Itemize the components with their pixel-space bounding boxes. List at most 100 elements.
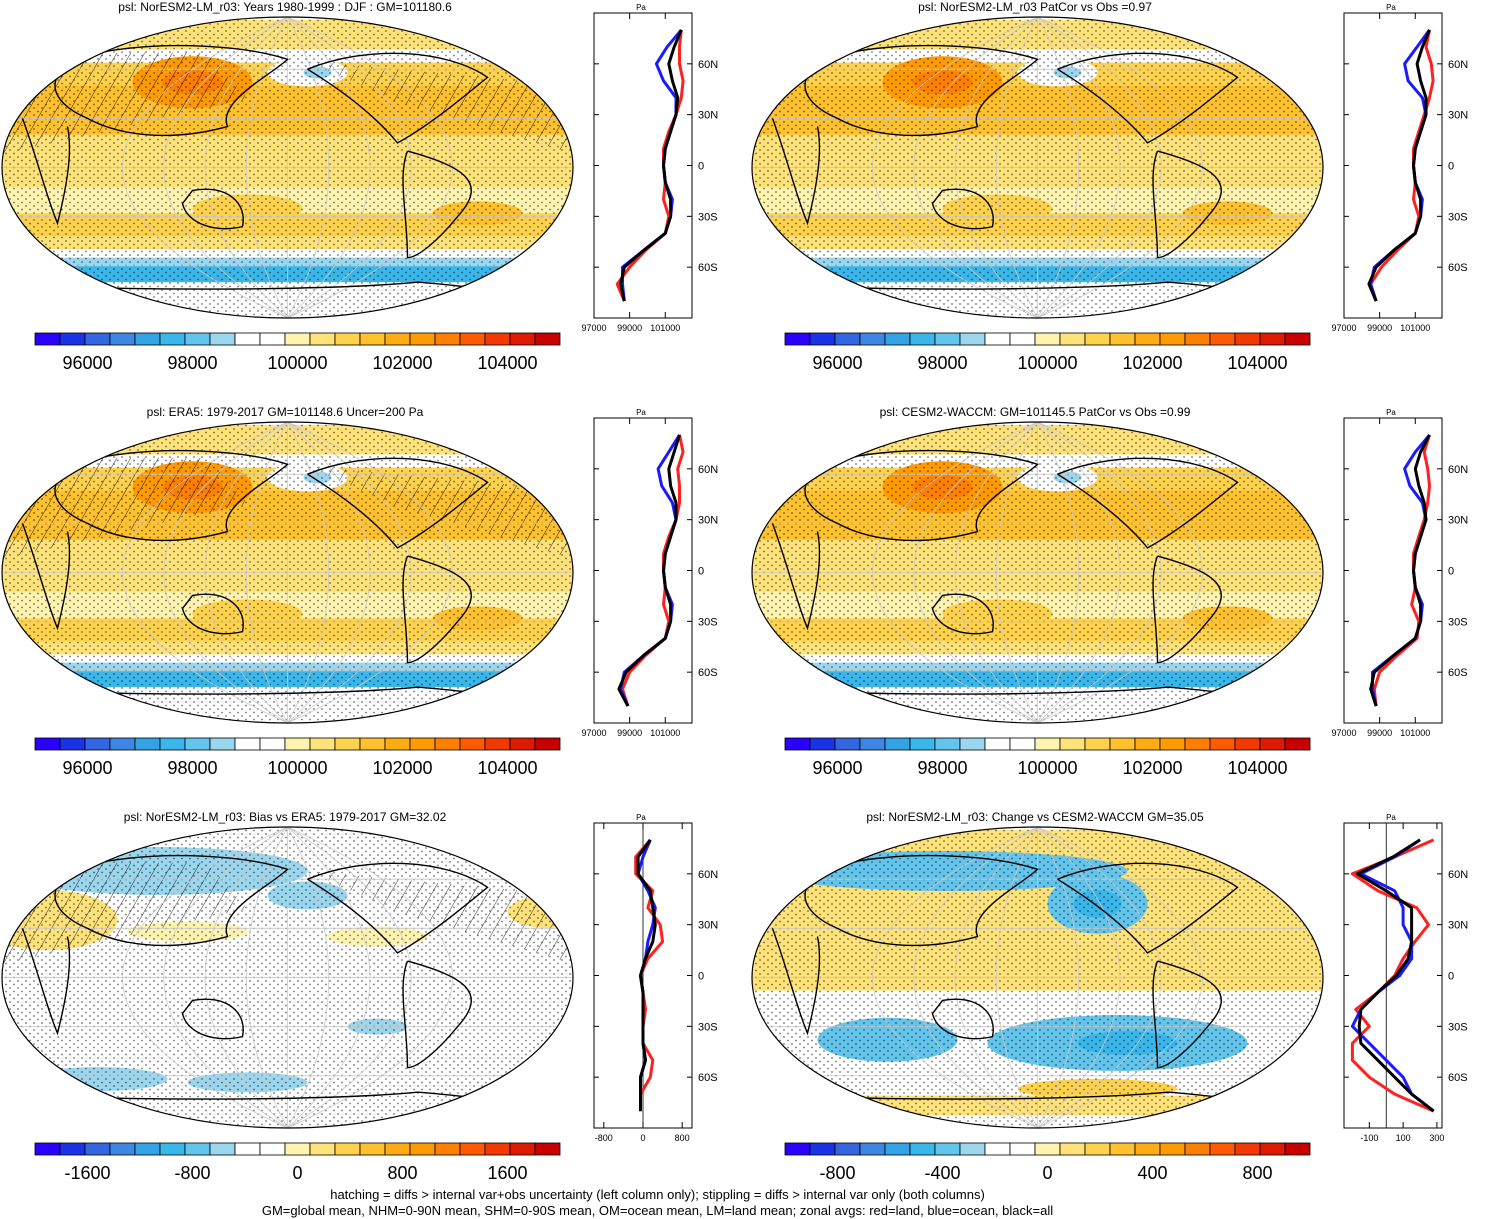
map-field xyxy=(2,17,573,318)
colorbar-label: 104000 xyxy=(477,758,537,778)
colorbar-swatch xyxy=(484,737,511,751)
zonal-ytick-label: 30N xyxy=(1448,515,1468,527)
world-map xyxy=(1,826,574,1129)
zonal-frame xyxy=(593,417,693,724)
panel-title: psl: CESM2-WACCM: GM=101145.5 PatCor vs … xyxy=(879,405,1191,419)
zonal-line-all xyxy=(1356,838,1435,1113)
colorbar-swatch xyxy=(809,1142,836,1156)
colorbar-swatch xyxy=(1284,737,1311,751)
zonal-unit-label: Pa xyxy=(636,408,646,417)
coastline xyxy=(402,960,472,1069)
colorbar: 96000 98000 100000 102000 104000 xyxy=(784,737,1311,778)
colorbar-swatch xyxy=(234,332,261,346)
colorbar-swatch xyxy=(784,737,811,751)
colorbar-swatch xyxy=(59,737,86,751)
colorbar-label: -400 xyxy=(924,1163,960,1183)
coastline xyxy=(931,998,994,1040)
colorbar-label: -1600 xyxy=(64,1163,110,1183)
colorbar-swatch xyxy=(459,737,486,751)
coastline xyxy=(1057,52,1239,144)
map-outline xyxy=(751,421,1324,724)
zonal-xtick-label: -100 xyxy=(1360,1133,1378,1143)
map-outline xyxy=(751,826,1324,1129)
colorbar-swatch xyxy=(1109,332,1136,346)
zonal-xtick-label: 97000 xyxy=(1331,728,1356,738)
colorbar-swatch xyxy=(109,332,136,346)
colorbar-swatch xyxy=(884,332,911,346)
colorbar-label: 104000 xyxy=(1227,758,1287,778)
colorbar-swatch xyxy=(109,737,136,751)
colorbar-swatch xyxy=(1009,332,1036,346)
zonal-xtick-label: 97000 xyxy=(581,728,606,738)
colorbar-swatch xyxy=(84,332,111,346)
zonal-ytick-label: 30N xyxy=(698,515,718,527)
zonal-frame xyxy=(1343,12,1443,319)
coastline xyxy=(1152,960,1222,1069)
zonal-ytick-label: 30S xyxy=(698,616,718,628)
colorbar-swatch xyxy=(934,332,961,346)
colorbar-swatch xyxy=(984,332,1011,346)
colorbar-label: -800 xyxy=(819,1163,855,1183)
zonal-xtick-label: 99000 xyxy=(617,728,642,738)
hatching xyxy=(2,862,248,965)
colorbar-swatch xyxy=(859,332,886,346)
zonal-unit-label: Pa xyxy=(1386,3,1396,12)
zonal-ytick-label: 60N xyxy=(1448,869,1468,881)
world-map xyxy=(1,421,574,724)
colorbar-swatch xyxy=(334,1142,361,1156)
colorbar-swatch xyxy=(959,737,986,751)
zonal-unit-label: Pa xyxy=(1386,408,1396,417)
colorbar-label: 98000 xyxy=(917,758,967,778)
colorbar-label: 100000 xyxy=(267,353,327,373)
colorbar-swatch xyxy=(134,737,161,751)
colorbar-swatch xyxy=(509,332,536,346)
zonal-ytick-label: 30S xyxy=(698,211,718,223)
colorbar-swatch xyxy=(1159,737,1186,751)
colorbar-swatch xyxy=(1234,1142,1261,1156)
colorbar-swatch xyxy=(34,332,61,346)
zonal-frame xyxy=(1343,417,1443,724)
coastline xyxy=(804,854,1039,947)
colorbar-swatch xyxy=(534,332,561,346)
colorbar-swatch xyxy=(959,1142,986,1156)
zonal-ytick-label: 30N xyxy=(698,110,718,122)
panel-title: psl: NorESM2-LM_r03 PatCor vs Obs =0.97 xyxy=(918,0,1152,14)
colorbar-label: 0 xyxy=(292,1163,302,1183)
zonal-unit-label: Pa xyxy=(1386,813,1396,822)
world-map xyxy=(751,421,1324,724)
zonal-ytick-label: 30S xyxy=(1448,1021,1468,1033)
colorbar-swatch xyxy=(1209,1142,1236,1156)
coastline xyxy=(21,523,71,631)
colorbar-swatch xyxy=(809,332,836,346)
zonal-ytick-label: 60S xyxy=(698,667,718,679)
colorbar-label: 98000 xyxy=(167,758,217,778)
hatching xyxy=(2,457,248,560)
footer-line-1: hatching = diffs > internal var+obs unce… xyxy=(330,1187,985,1202)
colorbar-swatch xyxy=(959,332,986,346)
hatching xyxy=(307,465,573,560)
colorbar-swatch xyxy=(309,1142,336,1156)
colorbar-swatch xyxy=(834,737,861,751)
zonal-ytick-label: 30N xyxy=(1448,110,1468,122)
colorbar-swatch xyxy=(509,1142,536,1156)
panel-cesm2-climatology: psl: CESM2-WACCM: GM=101145.5 PatCor vs … xyxy=(750,405,1485,810)
colorbar-swatch xyxy=(1059,1142,1086,1156)
colorbar-swatch xyxy=(534,1142,561,1156)
colorbar-swatch xyxy=(834,1142,861,1156)
colorbar-swatch xyxy=(284,332,311,346)
colorbar-swatch xyxy=(984,1142,1011,1156)
colorbar-swatch xyxy=(284,1142,311,1156)
colorbar-swatch xyxy=(1259,737,1286,751)
colorbar-swatch xyxy=(1234,737,1261,751)
coastline xyxy=(181,188,244,230)
colorbar-swatch xyxy=(1284,332,1311,346)
colorbar-swatch xyxy=(934,737,961,751)
coastline xyxy=(54,44,289,137)
panel-title: psl: NorESM2-LM_r03: Years 1980-1999 : D… xyxy=(118,0,452,14)
zonal-ytick-label: 30N xyxy=(698,920,718,932)
colorbar-label: 98000 xyxy=(917,353,967,373)
colorbar-swatch xyxy=(1109,737,1136,751)
colorbar-swatch xyxy=(1134,737,1161,751)
panel-title: psl: NorESM2-LM_r03: Bias vs ERA5: 1979-… xyxy=(123,810,447,824)
zonal-ytick-label: 60S xyxy=(1448,1072,1468,1084)
